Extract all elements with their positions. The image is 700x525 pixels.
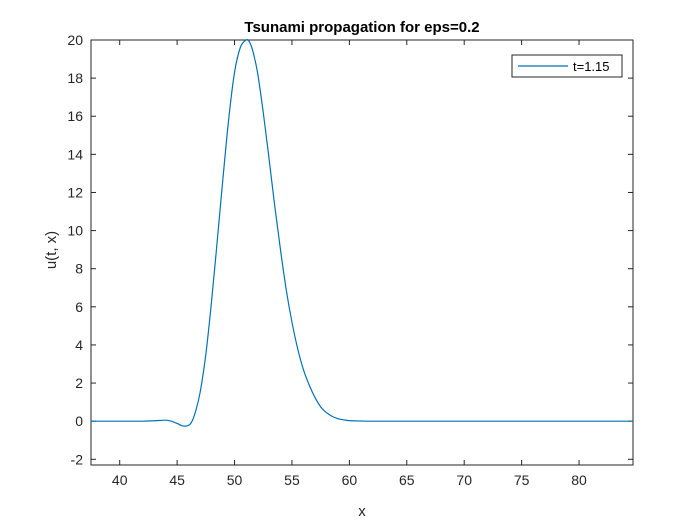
y-tick-label: 14 (67, 146, 83, 162)
legend-entry-label: t=1.15 (573, 59, 610, 74)
y-tick-label: 16 (67, 108, 83, 124)
y-tick-label: -2 (71, 451, 84, 467)
plot-area (90, 39, 634, 466)
y-tick-label: 4 (75, 337, 83, 353)
chart-title: Tsunami propagation for eps=0.2 (244, 19, 479, 36)
y-tick-label: 12 (67, 184, 83, 200)
x-tick-label: 50 (227, 472, 243, 488)
y-tick-label: 20 (67, 32, 83, 48)
x-axis-label: x (358, 503, 366, 520)
axes-box (90, 39, 634, 466)
series-line (91, 39, 633, 427)
x-tick-label: 80 (571, 472, 587, 488)
x-tick-label: 60 (342, 472, 358, 488)
y-tick-label: 0 (75, 413, 83, 429)
axis-ticks: 40 45 50 55 60 65 70 75 80 -2 0 2 4 6 8 10 12 14 16 18 20 (67, 32, 633, 488)
x-tick-label: 45 (169, 472, 185, 488)
x-tick-label: 65 (399, 472, 415, 488)
legend: t=1.15 (511, 54, 623, 78)
y-tick-label: 8 (75, 261, 83, 277)
x-tick-label: 70 (456, 472, 472, 488)
y-axis-label: u(t, x) (43, 231, 60, 269)
y-tick-label: 2 (75, 375, 83, 391)
y-tick-label: 10 (67, 223, 83, 239)
x-tick-label: 75 (514, 472, 530, 488)
y-tick-label: 6 (75, 299, 83, 315)
x-tick-label: 40 (112, 472, 128, 488)
x-tick-label: 55 (284, 472, 300, 488)
series-layer (91, 39, 633, 427)
y-tick-label: 18 (67, 70, 83, 86)
